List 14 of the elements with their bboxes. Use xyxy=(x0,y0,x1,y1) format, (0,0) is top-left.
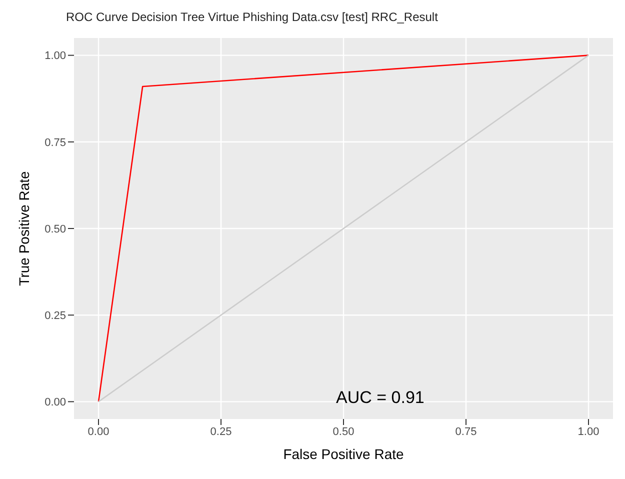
y-tick-label: 0.25 xyxy=(44,310,66,322)
y-tick-label: 0.00 xyxy=(44,396,66,409)
y-axis-title: True Positive Rate xyxy=(16,170,32,286)
y-tick-label: 1.00 xyxy=(44,50,66,62)
y-tick-label: 0.75 xyxy=(44,136,66,149)
x-tick-label: 0.50 xyxy=(332,426,354,438)
chart-title: ROC Curve Decision Tree Virtue Phishing Data.csv [test] RRC_Result xyxy=(65,9,439,26)
x-tick-label: 0.25 xyxy=(210,426,232,438)
y-tick-label: 0.50 xyxy=(44,223,66,236)
x-tick-label: 1.00 xyxy=(578,426,600,438)
annotation: AUC = 0.91 xyxy=(336,388,424,408)
x-axis-title: False Positive Rate xyxy=(283,446,404,462)
x-tick-label: 0.75 xyxy=(455,426,477,438)
x-tick-label: 0.00 xyxy=(88,426,110,438)
